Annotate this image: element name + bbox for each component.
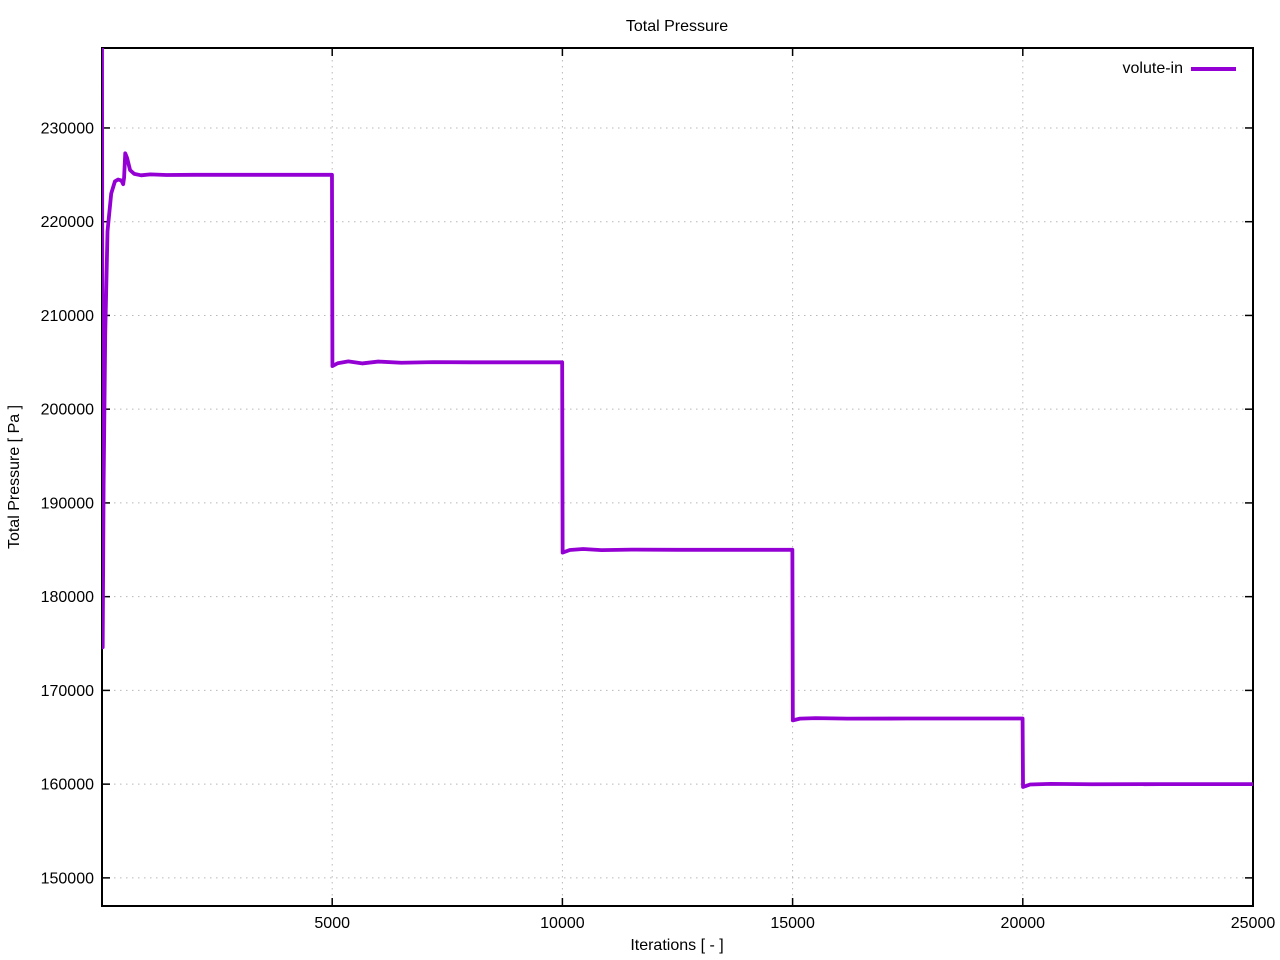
x-axis-label: Iterations [ - ] [630,937,724,954]
legend-label-volute-in: volute-in [1122,60,1183,77]
x-tick-label: 10000 [540,915,585,932]
y-tick-label: 190000 [41,495,94,512]
legend-line-sample-icon [1191,67,1236,71]
x-tick-label: 20000 [1001,915,1046,932]
x-tick-label: 15000 [770,915,815,932]
y-axis-label: Total Pressure [ Pa ] [6,404,23,550]
chart-title: Total Pressure [625,18,729,35]
y-tick-label: 210000 [41,308,94,325]
legend: volute-in [1123,60,1236,78]
x-tick-label: 5000 [314,915,350,932]
y-tick-label: 220000 [41,214,94,231]
y-tick-label: 200000 [41,402,94,419]
y-tick-label: 150000 [41,870,94,887]
y-tick-label: 170000 [41,683,94,700]
y-tick-label: 160000 [41,777,94,794]
y-tick-label: 230000 [41,120,94,137]
y-tick-label: 180000 [41,589,94,606]
series-line-volute-in [102,48,1253,789]
x-tick-label: 25000 [1231,915,1276,932]
